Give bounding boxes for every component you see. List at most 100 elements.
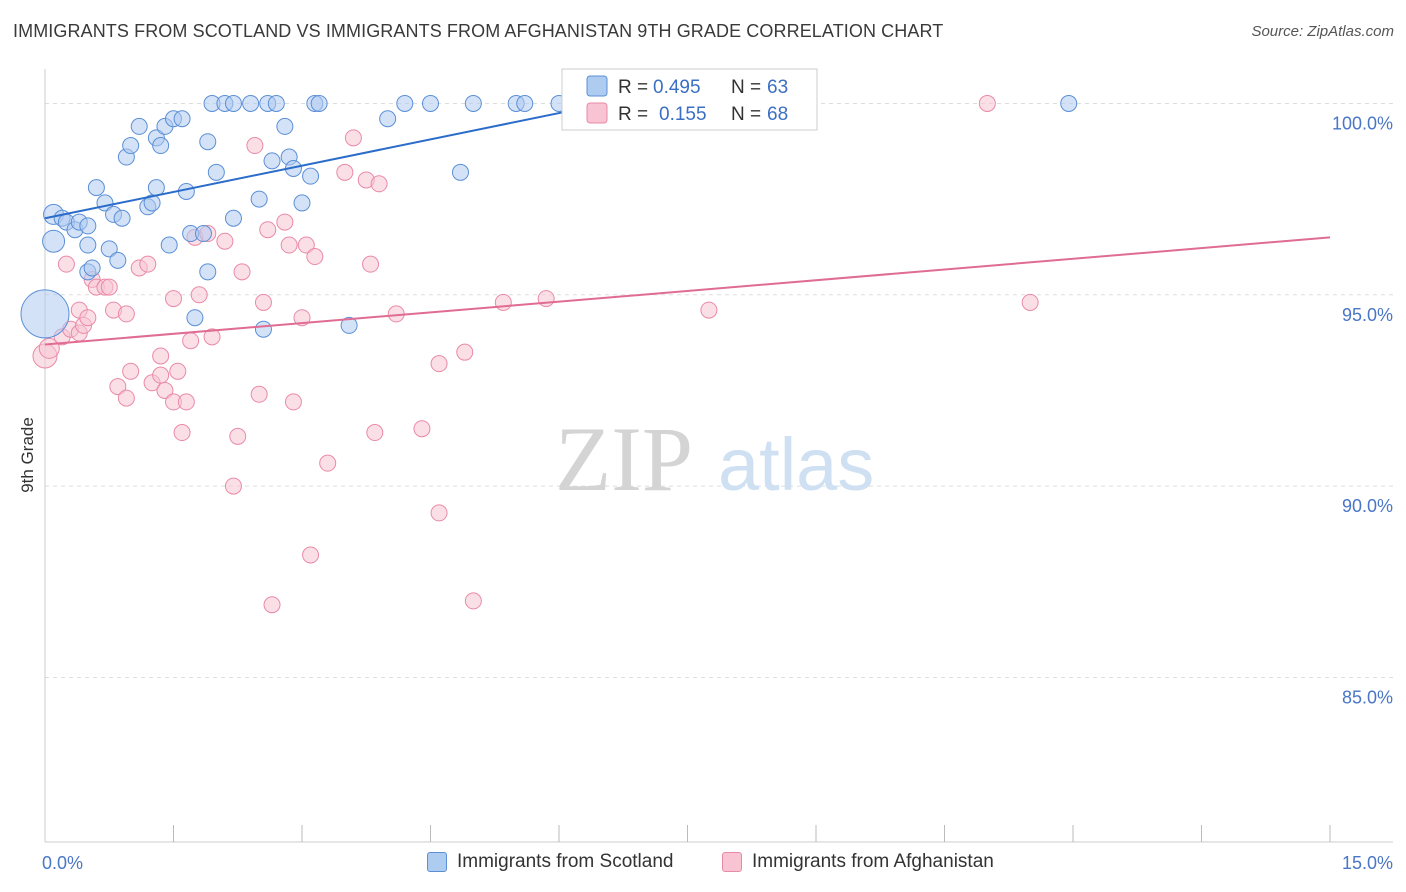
afghanistan-point-41 — [259, 221, 277, 239]
scotland-point-19 — [130, 117, 148, 135]
scotland-point-33 — [199, 263, 217, 281]
legend-n-value-afghanistan: 68 — [767, 104, 788, 125]
scotland-point-44 — [263, 152, 281, 170]
afghanistan-point-29 — [182, 332, 200, 350]
scotland-point-39 — [224, 209, 242, 227]
legend-swatch-scotland-bottom — [427, 852, 447, 872]
scotland-point-40 — [242, 94, 260, 112]
scotland-point-26 — [160, 236, 178, 254]
scotland-point-54 — [379, 110, 397, 128]
y-tick-label-2: 90.0% — [1342, 496, 1393, 516]
y-tick-label-1: 95.0% — [1342, 305, 1393, 325]
legend-r-value-afghanistan: 0.155 — [659, 104, 707, 125]
afghanistan-point-21 — [152, 366, 170, 384]
afghanistan-point-48 — [302, 546, 320, 564]
afghanistan-point-34 — [216, 232, 234, 250]
afghanistan-point-3 — [57, 255, 75, 273]
scotland-point-55 — [396, 94, 414, 112]
legend-r-value-scotland: 0.495 — [653, 77, 701, 98]
scotland-point-52 — [310, 94, 328, 112]
afghanistan-point-42 — [263, 596, 281, 614]
afghanistan-point-36 — [229, 427, 247, 445]
trend-lines — [44, 102, 1331, 346]
scotland-point-49 — [293, 194, 311, 212]
afghanistan-point-27 — [173, 424, 191, 442]
afghanistan-point-15 — [117, 305, 135, 323]
afghanistan-point-47 — [297, 236, 315, 254]
scotland-point-22 — [147, 179, 165, 197]
scotland-point-11 — [87, 179, 105, 197]
afghanistan-point-60 — [430, 355, 448, 373]
legend-item-scotland: Immigrants from Scotland — [427, 851, 673, 873]
legend-r-label-scotland: R = — [618, 77, 648, 98]
scotland-point-15 — [109, 251, 127, 269]
afghanistan-point-50 — [319, 454, 337, 472]
afghanistan-point-54 — [362, 255, 380, 273]
scotland-point-7 — [79, 217, 97, 235]
afghanistan-point-35 — [224, 477, 242, 495]
afghanistan-point-31 — [190, 286, 208, 304]
scotland-point-41 — [250, 190, 268, 208]
series-legend: Immigrants from Scotland Immigrants from… — [0, 851, 1406, 879]
legend-n-label-afghanistan: N = — [731, 104, 761, 125]
scotland-point-36 — [207, 163, 225, 181]
afghanistan-point-58 — [413, 420, 431, 438]
axes — [44, 69, 1393, 843]
chart-source: Source: ZipAtlas.com — [1251, 23, 1394, 40]
afghanistan-point-49 — [306, 248, 324, 266]
afghanistan-point-68 — [1021, 293, 1039, 311]
y-axis-label: 9th Grade — [18, 417, 37, 493]
watermark-zip: ZIP — [555, 408, 693, 510]
scotland-point-34 — [199, 133, 217, 151]
scotland-point-10 — [83, 259, 101, 277]
afghanistan-point-61 — [456, 343, 474, 361]
x-tick-label-max: 15.0% — [1342, 853, 1393, 873]
afghanistan-point-56 — [370, 175, 388, 193]
series-afghanistan-points — [32, 94, 1039, 614]
afghanistan-point-19 — [139, 255, 157, 273]
afghanistan-point-40 — [254, 293, 272, 311]
legend-swatch-afghanistan — [586, 102, 608, 124]
y-tick-labels: 100.0% 95.0% 90.0% 85.0% — [1332, 113, 1393, 707]
afghanistan-point-59 — [430, 504, 448, 522]
correlation-legend: R = 0.495 N = 63 R = 0.155 N = 68 — [561, 68, 818, 131]
y-tick-label-0: 100.0% — [1332, 113, 1393, 133]
afghanistan-point-63 — [494, 293, 512, 311]
afghanistan-point-62 — [464, 592, 482, 610]
scotland-point-0 — [20, 289, 70, 339]
scotland-point-53 — [340, 316, 358, 334]
afghanistan-point-55 — [366, 424, 384, 442]
legend-r-label-afghanistan: R = — [618, 104, 648, 125]
chart-title: IMMIGRANTS FROM SCOTLAND VS IMMIGRANTS F… — [13, 21, 944, 41]
afghanistan-point-66 — [700, 301, 718, 319]
watermark-atlas: atlas — [718, 423, 874, 506]
trend-line-afghanistan — [44, 236, 1331, 346]
scotland-point-58 — [464, 94, 482, 112]
afghanistan-point-26 — [169, 362, 187, 380]
watermark: ZIP atlas — [555, 408, 874, 510]
y-tick-label-3: 85.0% — [1342, 687, 1393, 707]
legend-item-afghanistan: Immigrants from Afghanistan — [722, 851, 994, 873]
legend-swatch-scotland — [586, 75, 608, 97]
scotland-point-28 — [173, 110, 191, 128]
afghanistan-point-16 — [117, 389, 135, 407]
afghanistan-point-28 — [177, 393, 195, 411]
afghanistan-point-39 — [250, 385, 268, 403]
afghanistan-point-33 — [203, 328, 221, 346]
scotland-point-56 — [422, 94, 439, 112]
x-tick-labels: 0.0% 15.0% — [42, 853, 1393, 873]
scotland-point-50 — [302, 167, 320, 185]
trend-line-scotland — [44, 102, 607, 220]
scotland-point-62 — [1060, 94, 1078, 112]
legend-label-scotland: Immigrants from Scotland — [457, 851, 674, 872]
scotland-point-46 — [276, 117, 294, 135]
afghanistan-point-37 — [233, 263, 251, 281]
scotland-point-57 — [451, 163, 469, 181]
afghanistan-point-14 — [109, 378, 127, 396]
afghanistan-point-25 — [165, 290, 182, 308]
afghanistan-point-67 — [978, 94, 996, 112]
grid-lines — [45, 102, 1393, 678]
scotland-point-18 — [122, 137, 140, 155]
afghanistan-point-51 — [336, 163, 354, 181]
